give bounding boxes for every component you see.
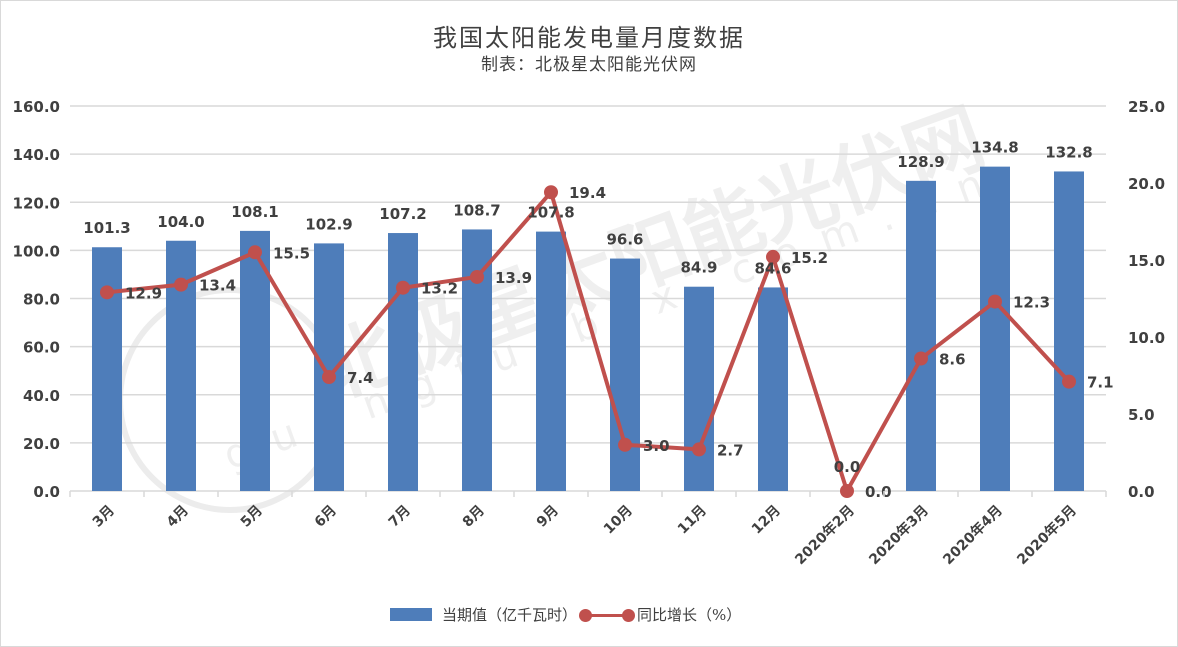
bar-series: [92, 166, 1084, 492]
svg-text:0.0: 0.0: [33, 483, 60, 501]
svg-text:132.8: 132.8: [1045, 143, 1092, 161]
svg-text:140.0: 140.0: [13, 146, 60, 164]
svg-text:15.2: 15.2: [791, 249, 828, 267]
svg-text:6月: 6月: [312, 503, 340, 531]
svg-text:108.7: 108.7: [453, 201, 500, 219]
svg-text:3月: 3月: [90, 503, 118, 531]
svg-text:160.0: 160.0: [13, 98, 60, 116]
legend-bar-swatch: [390, 608, 432, 621]
svg-text:10.0: 10.0: [1128, 329, 1165, 347]
svg-text:84.9: 84.9: [680, 259, 717, 277]
svg-text:0.0: 0.0: [865, 483, 892, 501]
svg-text:20.0: 20.0: [23, 435, 60, 453]
svg-text:2020年5月: 2020年5月: [1014, 502, 1080, 568]
svg-text:7.4: 7.4: [347, 369, 374, 387]
svg-text:2020年2月: 2020年2月: [792, 502, 858, 568]
svg-text:2020年4月: 2020年4月: [940, 502, 1006, 568]
svg-text:20.0: 20.0: [1128, 175, 1165, 193]
chart-subtitle: 制表：北极星太阳能光伏网: [481, 55, 697, 75]
svg-text:13.9: 13.9: [495, 269, 532, 287]
svg-text:0.0: 0.0: [1128, 483, 1155, 501]
svg-text:7月: 7月: [386, 503, 414, 531]
svg-text:12.9: 12.9: [125, 284, 162, 302]
svg-text:107.2: 107.2: [379, 205, 426, 223]
svg-text:7.1: 7.1: [1087, 374, 1114, 392]
legend-bar-label: 当期值（亿千瓦时）: [442, 606, 578, 624]
svg-text:40.0: 40.0: [23, 387, 60, 405]
svg-text:128.9: 128.9: [897, 153, 944, 171]
svg-text:108.1: 108.1: [231, 203, 278, 221]
svg-text:12月: 12月: [749, 503, 784, 538]
svg-text:13.4: 13.4: [199, 277, 236, 295]
legend: 当期值（亿千瓦时） 同比增长（%）: [390, 604, 741, 625]
svg-text:96.6: 96.6: [606, 231, 643, 249]
svg-text:104.0: 104.0: [157, 213, 204, 231]
svg-text:5.0: 5.0: [1128, 406, 1155, 424]
svg-text:10月: 10月: [601, 503, 636, 538]
svg-text:2020年3月: 2020年3月: [866, 502, 932, 568]
svg-text:25.0: 25.0: [1128, 98, 1165, 116]
data-labels: 101.3 104.0 108.1 102.9 107.2 108.7 107.8 96.6 8…: [83, 139, 1113, 501]
legend-line-swatch: [579, 608, 636, 622]
svg-text:9月: 9月: [534, 503, 562, 531]
svg-text:100.0: 100.0: [13, 242, 60, 260]
svg-text:13.2: 13.2: [421, 280, 458, 298]
svg-text:107.8: 107.8: [527, 204, 574, 222]
svg-text:15.0: 15.0: [1128, 252, 1165, 270]
svg-text:0.0: 0.0: [834, 458, 861, 476]
svg-text:80.0: 80.0: [23, 291, 60, 309]
svg-text:101.3: 101.3: [83, 219, 130, 237]
svg-text:2.7: 2.7: [717, 441, 744, 459]
svg-text:8月: 8月: [460, 503, 488, 531]
svg-text:3.0: 3.0: [643, 437, 670, 455]
svg-text:11月: 11月: [675, 503, 710, 538]
svg-text:12.3: 12.3: [1013, 294, 1050, 312]
legend-line-label: 同比增长（%）: [637, 606, 742, 624]
svg-text:4月: 4月: [164, 503, 192, 531]
svg-text:120.0: 120.0: [13, 194, 60, 212]
svg-text:19.4: 19.4: [569, 184, 606, 202]
svg-text:102.9: 102.9: [305, 215, 352, 233]
svg-text:84.6: 84.6: [754, 259, 791, 277]
svg-text:134.8: 134.8: [971, 139, 1018, 157]
line-series: [100, 185, 1076, 498]
chart-title: 我国太阳能发电量月度数据: [433, 24, 745, 52]
svg-text:60.0: 60.0: [23, 339, 60, 357]
svg-text:8.6: 8.6: [939, 351, 966, 369]
svg-text:15.5: 15.5: [273, 244, 310, 262]
